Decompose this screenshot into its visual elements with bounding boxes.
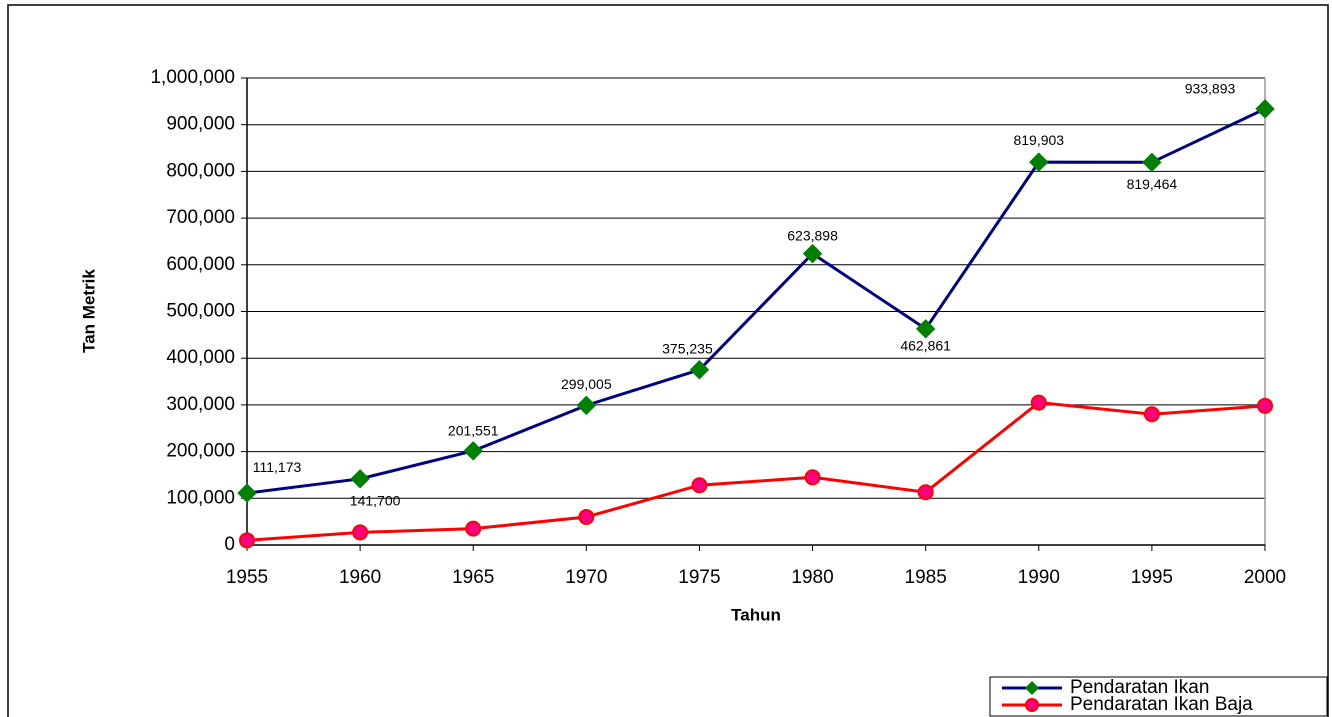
data-point [352, 524, 369, 541]
data-label: 201,551 [448, 423, 499, 439]
x-tick-label: 1960 [339, 567, 381, 588]
y-axis-label: Tan Metrik [79, 269, 98, 353]
data-label: 819,464 [1127, 176, 1178, 192]
data-point [1257, 397, 1273, 414]
legend-marker [1025, 698, 1039, 712]
series-line [246, 401, 1266, 542]
y-tick-label: 500,000 [166, 301, 235, 322]
y-tick-label: 400,000 [166, 347, 235, 368]
y-tick-label: 700,000 [166, 207, 235, 228]
y-tick-label: 800,000 [166, 160, 235, 181]
series-line [246, 107, 1266, 495]
x-tick-label: 1975 [678, 567, 720, 588]
y-tick-label: 1,000,000 [150, 67, 235, 88]
y-tick-label: 900,000 [166, 114, 235, 135]
data-label: 819,903 [1013, 132, 1064, 148]
y-tick-label: 0 [224, 534, 235, 555]
x-tick-label: 1980 [791, 567, 833, 588]
x-tick-label: 1990 [1018, 567, 1060, 588]
x-tick-label: 1970 [565, 567, 607, 588]
x-tick-label: 1995 [1131, 567, 1173, 588]
chart-frame [7, 4, 1329, 717]
data-point [917, 484, 934, 501]
data-label: 111,173 [253, 459, 302, 475]
data-point [804, 469, 821, 486]
data-point [802, 243, 823, 264]
data-point [691, 477, 708, 494]
data-point [239, 532, 255, 549]
x-tick-label: 1955 [226, 567, 268, 588]
legend-label: Pendaratan Ikan [1070, 677, 1209, 698]
data-label: 299,005 [561, 376, 612, 392]
data-label: 623,898 [787, 227, 838, 243]
data-point [237, 483, 257, 503]
x-axis-label: Tahun [731, 605, 781, 624]
data-label: 141,700 [350, 493, 401, 509]
data-point [689, 360, 710, 380]
legend-label: Pendaratan Ikan Baja [1070, 694, 1253, 715]
x-tick-label: 1965 [452, 567, 494, 588]
data-point [350, 469, 370, 489]
data-point [576, 395, 597, 416]
y-tick-label: 300,000 [166, 394, 235, 415]
y-tick-label: 600,000 [166, 254, 235, 275]
data-point [1030, 394, 1047, 411]
data-point [463, 441, 483, 461]
data-point [465, 520, 482, 537]
y-tick-label: 100,000 [166, 487, 235, 508]
data-point [1142, 152, 1162, 173]
data-label: 933,893 [1185, 81, 1236, 97]
data-point [915, 319, 936, 339]
legend-box [989, 676, 1328, 717]
y-tick-label: 200,000 [166, 441, 235, 462]
data-point [1255, 99, 1275, 119]
x-tick-label: 2000 [1244, 567, 1286, 588]
data-label: 462,861 [900, 338, 951, 354]
data-label: 375,235 [662, 340, 713, 356]
data-point [578, 508, 595, 525]
legend-marker [1025, 681, 1039, 695]
data-point [1029, 152, 1049, 172]
x-tick-label: 1985 [905, 567, 947, 588]
data-point [1143, 406, 1160, 423]
